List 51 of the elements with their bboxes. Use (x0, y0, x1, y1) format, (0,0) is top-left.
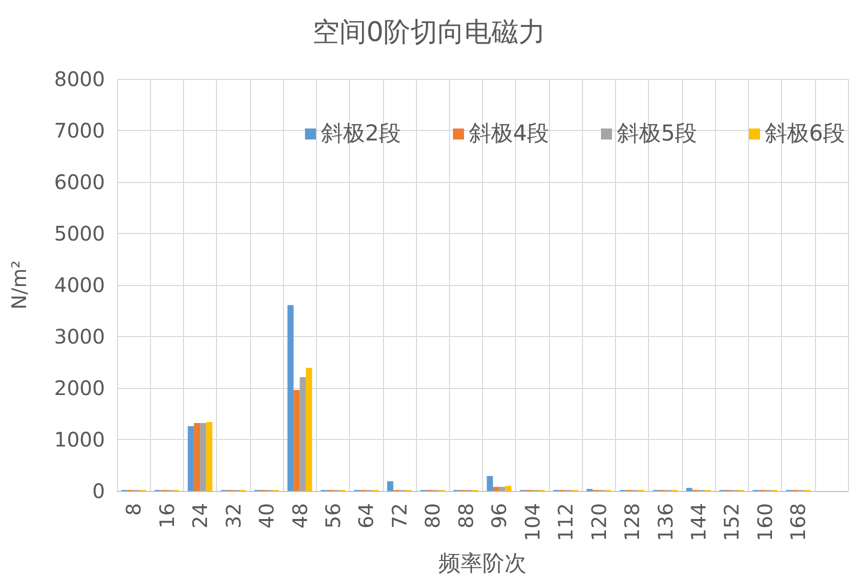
x-tick-label: 32 (221, 503, 246, 528)
bar (387, 481, 394, 491)
bar (505, 486, 512, 491)
bar (499, 486, 506, 491)
bar (486, 476, 493, 491)
y-tick-label: 0 (92, 479, 105, 503)
x-tick-label: 160 (752, 503, 777, 542)
y-tick-label: 2000 (54, 376, 105, 400)
legend-label: 斜极4段 (469, 122, 550, 146)
x-tick-label: 72 (387, 503, 412, 528)
bar (686, 488, 692, 491)
chart-title: 空间0阶切向电磁力 (312, 17, 546, 48)
bar (300, 377, 306, 491)
legend-label: 斜极2段 (321, 122, 402, 146)
bar (200, 423, 206, 491)
x-tick-label: 80 (420, 503, 445, 528)
x-tick-label: 96 (487, 503, 512, 528)
y-axis-title: N/m² (7, 260, 31, 310)
y-tick-label: 4000 (54, 273, 105, 297)
x-tick-label: 64 (354, 503, 378, 528)
bar (492, 486, 500, 491)
x-tick-label: 24 (188, 503, 212, 528)
x-tick-label: 136 (653, 503, 678, 542)
y-tick-label: 3000 (54, 324, 105, 348)
x-tick-label: 128 (620, 503, 644, 542)
y-tick-label: 7000 (54, 118, 105, 142)
y-tick-label: 8000 (54, 67, 105, 91)
x-tick-label: 152 (720, 503, 744, 542)
x-tick-label: 104 (520, 503, 544, 542)
bar (294, 390, 300, 491)
y-tick-label: 6000 (54, 170, 105, 194)
x-tick-label: 8 (122, 503, 146, 516)
x-tick-label: 168 (786, 503, 810, 542)
x-axis-title: 频率阶次 (438, 552, 526, 576)
x-tick-label: 112 (554, 503, 578, 542)
x-tick-label: 120 (586, 503, 611, 542)
x-tick-label: 40 (254, 503, 279, 528)
y-tick-label: 1000 (54, 428, 105, 452)
y-tick-label: 5000 (54, 222, 105, 246)
legend-label: 斜极6段 (765, 122, 846, 146)
bar (206, 422, 212, 491)
x-tick-label: 16 (154, 503, 179, 528)
x-tick-label: 48 (288, 503, 312, 528)
x-tick-label: 56 (320, 503, 345, 528)
bar (306, 368, 312, 491)
x-tick-label: 144 (686, 503, 710, 542)
bar (188, 426, 194, 491)
x-tick-label: 88 (454, 503, 478, 528)
bar (194, 423, 200, 491)
bar (287, 305, 294, 491)
legend-label: 斜极5段 (617, 122, 698, 146)
